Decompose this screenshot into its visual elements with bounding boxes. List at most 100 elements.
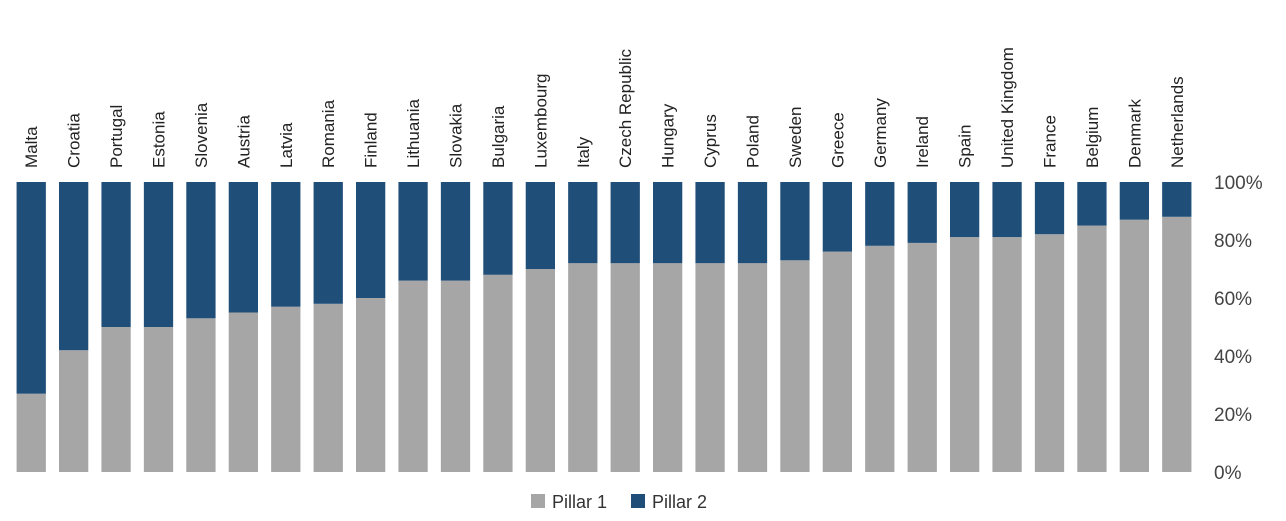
category-label: Luxembourg <box>531 73 550 168</box>
bar-pillar-1-france <box>1034 234 1065 472</box>
category-label: Lithuania <box>404 98 423 168</box>
legend-swatch-pillar-1 <box>531 494 545 508</box>
legend: Pillar 1 Pillar 2 <box>531 492 707 512</box>
bar-pillar-2-germany <box>865 182 895 246</box>
legend-swatch-pillar-2 <box>631 494 645 508</box>
category-label: Spain <box>956 125 975 168</box>
bar-pillar-2-belgium <box>1077 182 1107 226</box>
bar-pillar-2-denmark <box>1119 182 1149 220</box>
bar-pillar-1-poland <box>737 263 768 472</box>
bar-pillar-1-ireland <box>907 242 937 472</box>
bar-pillar-1-sweden <box>780 260 810 472</box>
bar-pillar-1-spain <box>950 237 980 472</box>
category-label: Germany <box>871 98 890 168</box>
bar-pillar-2-portugal <box>101 182 131 327</box>
bar-pillar-1-italy <box>568 263 598 472</box>
bar-pillar-2-latvia <box>271 182 301 307</box>
category-label: Austria <box>234 115 253 168</box>
bars-group <box>16 182 1192 472</box>
bar-pillar-1-denmark <box>1119 219 1149 472</box>
category-label: Finland <box>362 112 381 168</box>
bar-pillar-2-slovenia <box>186 182 216 319</box>
category-label: Denmark <box>1125 99 1144 168</box>
bar-pillar-2-hungary <box>653 182 683 264</box>
category-label: Bulgaria <box>489 105 508 168</box>
bar-pillar-2-france <box>1034 182 1065 235</box>
bar-pillar-2-croatia <box>59 182 89 351</box>
bar-pillar-1-slovakia <box>440 280 471 472</box>
bar-pillar-2-poland <box>737 182 768 264</box>
bar-pillar-1-austria <box>228 312 258 472</box>
bar-pillar-1-united-kingdom <box>992 237 1022 472</box>
bar-pillar-1-lithuania <box>398 280 428 472</box>
bar-pillar-2-spain <box>950 182 980 238</box>
bar-pillar-2-greece <box>822 182 852 252</box>
bar-pillar-2-cyprus <box>695 182 725 264</box>
category-label: Slovenia <box>192 102 211 168</box>
category-label: Belgium <box>1083 107 1102 168</box>
bar-pillar-2-ireland <box>907 182 937 243</box>
category-labels: Malta Croatia Portugal Estonia Slovenia Austr… <box>22 47 1187 168</box>
bar-pillar-2-bulgaria <box>483 182 513 275</box>
bar-pillar-1-portugal <box>101 327 131 472</box>
category-label: Ireland <box>913 116 932 168</box>
category-label: France <box>1041 115 1060 168</box>
category-label: Estonia <box>150 111 169 168</box>
category-label: Hungary <box>659 103 678 168</box>
bar-pillar-1-estonia <box>143 327 174 472</box>
bar-pillar-1-cyprus <box>695 263 725 472</box>
category-label: Poland <box>744 115 763 168</box>
bar-pillar-2-slovakia <box>440 182 471 281</box>
category-label: United Kingdom <box>998 47 1017 168</box>
bar-pillar-2-italy <box>568 182 598 264</box>
bar-pillar-1-romania <box>313 303 343 472</box>
bar-pillar-1-germany <box>865 245 895 472</box>
bar-pillar-2-czech-republic <box>610 182 640 264</box>
bar-pillar-2-luxembourg <box>525 182 555 269</box>
category-label: Sweden <box>786 107 805 168</box>
bar-pillar-2-romania <box>313 182 343 304</box>
bar-pillar-1-finland <box>356 298 386 472</box>
category-label: Slovakia <box>447 103 466 168</box>
legend-label: Pillar 1 <box>552 492 607 512</box>
y-axis-ticks: 0% 20% 40% 60% 80% 100% <box>1214 173 1263 484</box>
category-label: Malta <box>22 126 41 168</box>
category-label: Cyprus <box>701 114 720 168</box>
category-label: Italy <box>574 136 593 168</box>
category-label: Czech Republic <box>616 48 635 168</box>
category-label: Romania <box>319 99 338 168</box>
bar-pillar-1-netherlands <box>1162 216 1192 472</box>
bar-pillar-2-sweden <box>780 182 810 261</box>
y-tick-label: 0% <box>1214 463 1242 484</box>
bar-pillar-1-malta <box>16 393 46 472</box>
bar-pillar-2-estonia <box>143 182 174 327</box>
bar-pillar-1-czech-republic <box>610 263 640 472</box>
bar-pillar-2-netherlands <box>1162 182 1192 217</box>
bar-pillar-1-latvia <box>271 306 301 472</box>
bar-pillar-1-bulgaria <box>483 274 513 472</box>
bar-pillar-1-slovenia <box>186 318 216 472</box>
y-tick-label: 20% <box>1214 405 1252 426</box>
bar-pillar-2-austria <box>228 182 258 313</box>
y-tick-label: 80% <box>1214 231 1252 252</box>
category-label: Latvia <box>277 122 296 168</box>
bar-pillar-2-lithuania <box>398 182 428 281</box>
bar-pillar-2-united-kingdom <box>992 182 1022 238</box>
y-tick-label: 100% <box>1214 173 1263 194</box>
legend-label: Pillar 2 <box>652 492 707 512</box>
y-tick-label: 40% <box>1214 347 1252 368</box>
bar-pillar-1-croatia <box>59 350 89 472</box>
category-label: Netherlands <box>1168 76 1187 168</box>
bar-pillar-1-hungary <box>653 263 683 472</box>
bar-pillar-2-malta <box>16 182 46 394</box>
y-tick-label: 60% <box>1214 289 1252 310</box>
bar-pillar-1-greece <box>822 251 852 472</box>
bar-pillar-1-belgium <box>1077 225 1107 472</box>
category-label: Portugal <box>107 105 126 168</box>
bar-pillar-2-finland <box>356 182 386 298</box>
bar-pillar-1-luxembourg <box>525 269 555 472</box>
category-label: Croatia <box>65 113 84 168</box>
category-label: Greece <box>828 112 847 168</box>
